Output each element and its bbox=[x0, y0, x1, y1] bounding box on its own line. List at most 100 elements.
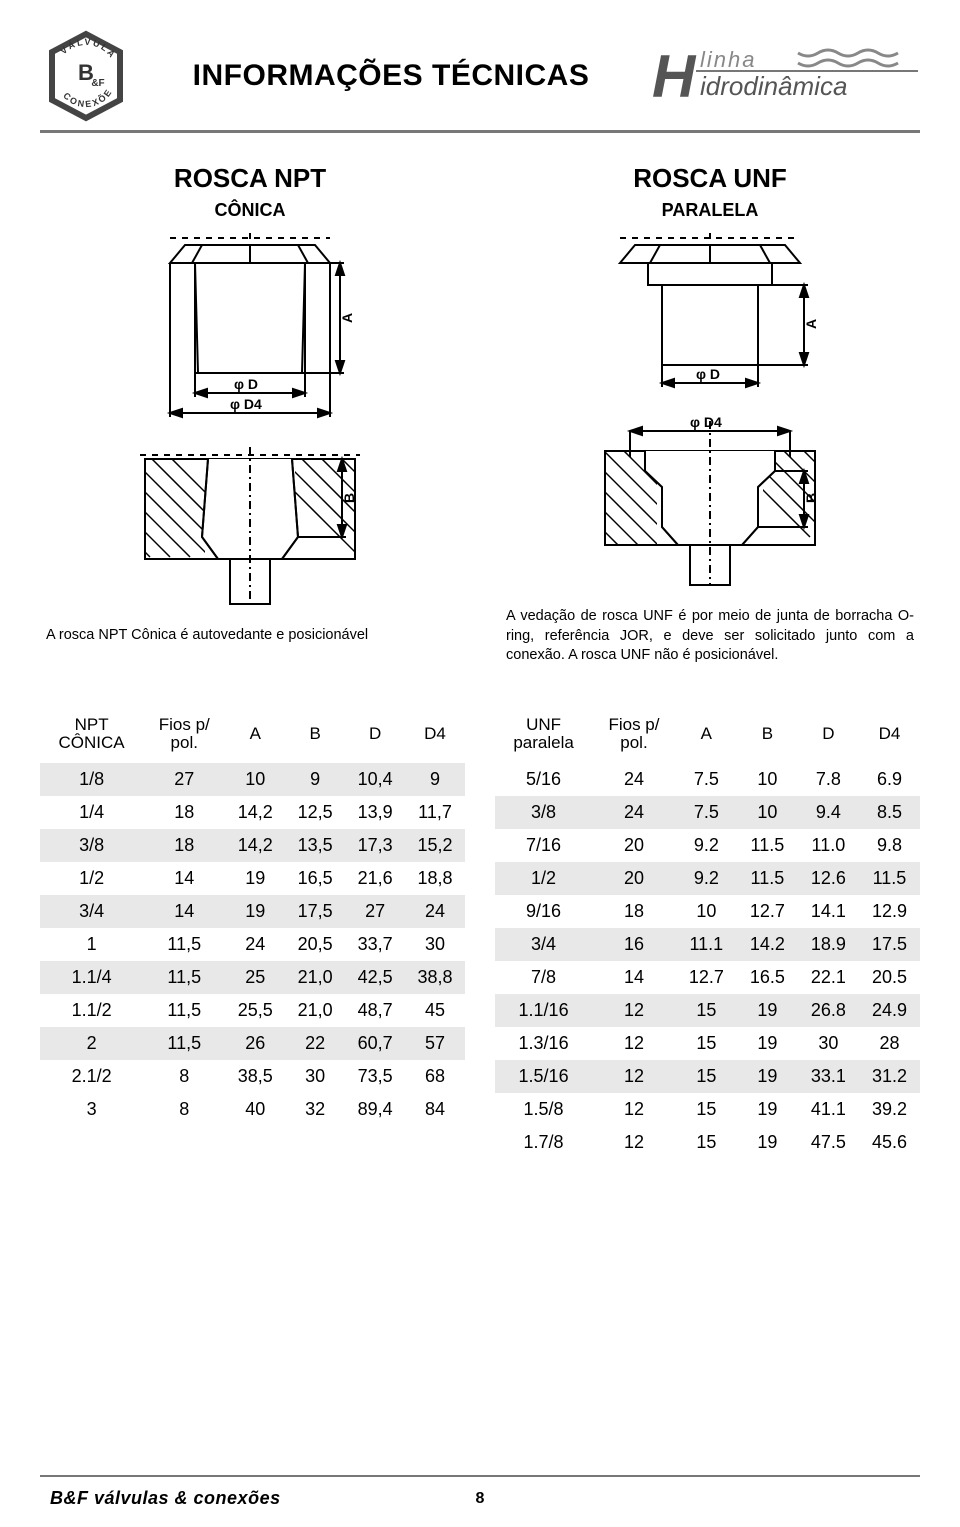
tables-row: NPTCÔNICAFios p/pol.ABDD4 1/82710910,491… bbox=[40, 710, 920, 1159]
table-cell: 68 bbox=[405, 1060, 465, 1093]
table-cell: 1/8 bbox=[40, 763, 143, 796]
header-rule bbox=[40, 130, 920, 133]
table-cell: 12.9 bbox=[859, 895, 920, 928]
footer-page-number: 8 bbox=[476, 1490, 485, 1508]
table-row: 1.5/1612151933.131.2 bbox=[495, 1060, 920, 1093]
unf-heading: ROSCA UNF bbox=[500, 163, 920, 194]
table-cell: 11.5 bbox=[737, 862, 798, 895]
table-cell: 9.4 bbox=[798, 796, 859, 829]
table-cell: 7/16 bbox=[495, 829, 592, 862]
npt-column: ROSCA NPT CÔNICA bbox=[40, 163, 460, 666]
table-cell: 9 bbox=[285, 763, 345, 796]
table-row: 211,5262260,757 bbox=[40, 1027, 465, 1060]
table-cell: 19 bbox=[737, 1126, 798, 1159]
table-cell: 26 bbox=[225, 1027, 285, 1060]
table-cell: 1.7/8 bbox=[495, 1126, 592, 1159]
table-cell: 30 bbox=[798, 1027, 859, 1060]
table-row: 1.5/812151941.139.2 bbox=[495, 1093, 920, 1126]
svg-text:A: A bbox=[803, 319, 819, 329]
table-cell: 26.8 bbox=[798, 994, 859, 1027]
table-cell: 7.5 bbox=[676, 763, 737, 796]
table-cell: 1.5/16 bbox=[495, 1060, 592, 1093]
table-cell: 24 bbox=[592, 796, 676, 829]
table-cell: 12 bbox=[592, 1126, 676, 1159]
table-row: 3/4141917,52724 bbox=[40, 895, 465, 928]
table-cell: 3/4 bbox=[495, 928, 592, 961]
table-cell: 1/2 bbox=[40, 862, 143, 895]
table-cell: 9.2 bbox=[676, 862, 737, 895]
table-cell: 15 bbox=[676, 1060, 737, 1093]
table-row: 3/81814,213,517,315,2 bbox=[40, 829, 465, 862]
table-cell: 20,5 bbox=[285, 928, 345, 961]
table-cell: 24.9 bbox=[859, 994, 920, 1027]
svg-text:A: A bbox=[339, 313, 355, 323]
table-cell: 9.8 bbox=[859, 829, 920, 862]
table-row: 1.1/411,52521,042,538,8 bbox=[40, 961, 465, 994]
svg-text:B: B bbox=[803, 493, 819, 503]
unf-caption: A vedação de rosca UNF é por meio de jun… bbox=[500, 607, 920, 666]
table-cell: 24 bbox=[405, 895, 465, 928]
table-cell: 11,5 bbox=[143, 928, 225, 961]
hidrodinamica-logo-icon: H linha idrodinâmica bbox=[650, 41, 920, 111]
table-cell: 32 bbox=[285, 1093, 345, 1126]
table-cell: 57 bbox=[405, 1027, 465, 1060]
table-cell: 11,5 bbox=[143, 1027, 225, 1060]
npt-subheading: CÔNICA bbox=[40, 200, 460, 221]
table-cell: 20 bbox=[592, 862, 676, 895]
table-cell: 14.1 bbox=[798, 895, 859, 928]
table-cell: 19 bbox=[737, 1093, 798, 1126]
table-cell: 42,5 bbox=[345, 961, 405, 994]
table-cell: 10 bbox=[676, 895, 737, 928]
footer-brand: B&F válvulas & conexões bbox=[50, 1488, 281, 1509]
table-cell: 1/2 bbox=[495, 862, 592, 895]
table-cell: 10 bbox=[737, 763, 798, 796]
unf-subheading: PARALELA bbox=[500, 200, 920, 221]
table-cell: 18 bbox=[592, 895, 676, 928]
table-cell: 19 bbox=[737, 994, 798, 1027]
table-cell: 12 bbox=[592, 1060, 676, 1093]
npt-table: NPTCÔNICAFios p/pol.ABDD4 1/82710910,491… bbox=[40, 710, 465, 1126]
svg-text:B: B bbox=[341, 493, 357, 503]
table-header: Fios p/pol. bbox=[143, 710, 225, 763]
table-cell: 20 bbox=[592, 829, 676, 862]
table-cell: 1.3/16 bbox=[495, 1027, 592, 1060]
svg-text:φ D4: φ D4 bbox=[690, 417, 722, 430]
table-cell: 16,5 bbox=[285, 862, 345, 895]
table-cell: 25,5 bbox=[225, 994, 285, 1027]
table-cell: 33.1 bbox=[798, 1060, 859, 1093]
table-cell: 40 bbox=[225, 1093, 285, 1126]
table-cell: 48,7 bbox=[345, 994, 405, 1027]
table-cell: 31.2 bbox=[859, 1060, 920, 1093]
table-cell: 9/16 bbox=[495, 895, 592, 928]
table-cell: 12 bbox=[592, 994, 676, 1027]
table-cell: 12,5 bbox=[285, 796, 345, 829]
table-header: D bbox=[798, 710, 859, 763]
table-cell: 2 bbox=[40, 1027, 143, 1060]
table-cell: 45.6 bbox=[859, 1126, 920, 1159]
table-cell: 11.5 bbox=[737, 829, 798, 862]
npt-diagram: A φ D φ D4 bbox=[40, 233, 460, 607]
table-cell: 84 bbox=[405, 1093, 465, 1126]
table-cell: 6.9 bbox=[859, 763, 920, 796]
table-cell: 27 bbox=[345, 895, 405, 928]
table-cell: 15 bbox=[676, 1093, 737, 1126]
table-cell: 19 bbox=[225, 895, 285, 928]
table-cell: 3 bbox=[40, 1093, 143, 1126]
footer: B&F válvulas & conexões 8 bbox=[50, 1488, 910, 1509]
table-cell: 21,0 bbox=[285, 961, 345, 994]
table-row: 1.7/812151947.545.6 bbox=[495, 1126, 920, 1159]
svg-text:φ D4: φ D4 bbox=[230, 396, 262, 412]
table-cell: 3/8 bbox=[40, 829, 143, 862]
table-row: 111,52420,533,730 bbox=[40, 928, 465, 961]
table-cell: 30 bbox=[405, 928, 465, 961]
table-cell: 15 bbox=[676, 1027, 737, 1060]
table-cell: 18 bbox=[143, 796, 225, 829]
table-cell: 38,5 bbox=[225, 1060, 285, 1093]
table-cell: 8.5 bbox=[859, 796, 920, 829]
table-cell: 10,4 bbox=[345, 763, 405, 796]
table-row: 1/82710910,49 bbox=[40, 763, 465, 796]
table-header: Fios p/pol. bbox=[592, 710, 676, 763]
table-cell: 12 bbox=[592, 1027, 676, 1060]
bf-logo-icon: B &F VÁLVULAS CONEXÕES bbox=[40, 30, 132, 122]
table-header: A bbox=[676, 710, 737, 763]
